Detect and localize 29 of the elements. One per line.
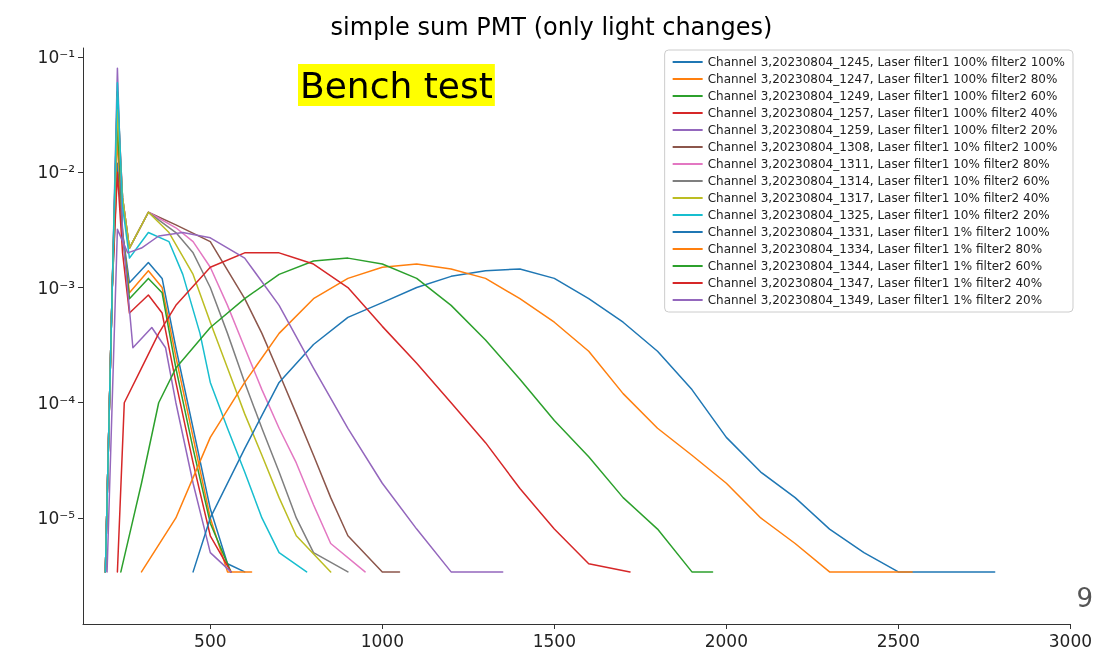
legend-label: Channel 3,20230804_1325, Laser filter1 10% filter2 20% <box>707 208 1050 222</box>
legend-label: Channel 3,20230804_1331, Laser filter1 1% filter2 100% <box>707 225 1050 239</box>
legend-label: Channel 3,20230804_1314, Laser filter1 10% filter2 60% <box>707 174 1050 188</box>
legend-label: Channel 3,20230804_1257, Laser filter1 100% filter2 40% <box>707 106 1058 120</box>
x-tick-label: 500 <box>194 630 227 651</box>
x-tick-label: 2000 <box>704 630 748 651</box>
x-tick-label: 2500 <box>876 630 920 651</box>
y-tick-label: 10⁻³ <box>37 277 75 298</box>
chart-title: simple sum PMT (only light changes) <box>330 13 773 41</box>
legend-label: Channel 3,20230804_1308, Laser filter1 10% filter2 100% <box>707 140 1058 154</box>
legend-label: Channel 3,20230804_1347, Laser filter1 1% filter2 40% <box>707 276 1043 290</box>
legend-label: Channel 3,20230804_1344, Laser filter1 1% filter2 60% <box>707 259 1043 273</box>
legend-label: Channel 3,20230804_1317, Laser filter1 10% filter2 40% <box>707 191 1050 205</box>
legend-label: Channel 3,20230804_1349, Laser filter1 1% filter2 20% <box>707 293 1043 307</box>
legend-label: Channel 3,20230804_1247, Laser filter1 100% filter2 80% <box>707 72 1058 86</box>
x-tick-label: 1000 <box>360 630 404 651</box>
legend-label: Channel 3,20230804_1245, Laser filter1 100% filter2 100% <box>707 55 1066 69</box>
legend-label: Channel 3,20230804_1249, Laser filter1 100% filter2 60% <box>707 89 1058 103</box>
y-tick-label: 10⁻⁵ <box>37 507 75 528</box>
y-tick-label: 10⁻² <box>37 162 75 183</box>
text: 9 <box>1076 583 1093 613</box>
legend-label: Channel 3,20230804_1259, Laser filter1 100% filter2 20% <box>707 123 1058 137</box>
y-tick-label: 10⁻⁴ <box>37 392 76 413</box>
y-tick-label: 10⁻¹ <box>37 47 75 68</box>
x-tick-label: 3000 <box>1048 630 1092 651</box>
x-tick-label: 1500 <box>532 630 576 651</box>
legend-label: Channel 3,20230804_1334, Laser filter1 1% filter2 80% <box>707 242 1043 256</box>
annotation: Bench test <box>300 64 493 106</box>
legend-label: Channel 3,20230804_1311, Laser filter1 10% filter2 80% <box>707 157 1050 171</box>
